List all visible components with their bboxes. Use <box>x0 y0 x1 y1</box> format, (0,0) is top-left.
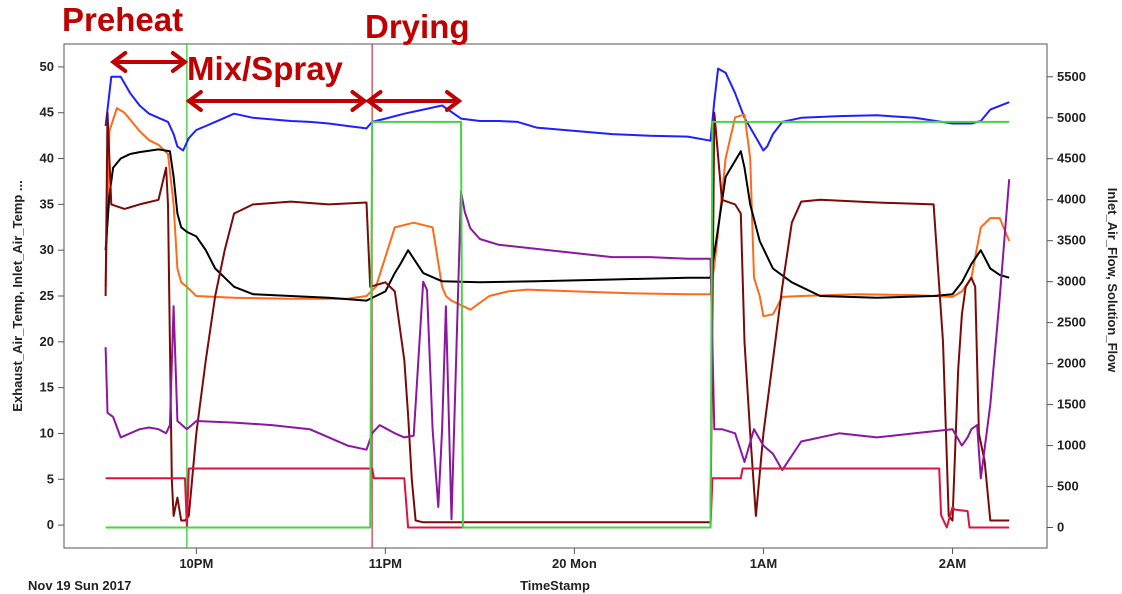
series-line-7 <box>105 120 1010 529</box>
y-left-tick-label: 25 <box>40 288 54 303</box>
series-group <box>104 67 1011 529</box>
phase-label: Preheat <box>62 1 183 38</box>
x-tick-label: 11PM <box>369 556 402 571</box>
x-tick-label: 10PM <box>179 556 213 571</box>
phase-arrow-head-left <box>185 90 203 112</box>
series-line-3 <box>104 148 1010 302</box>
y-right-tick-label: 4500 <box>1057 151 1086 166</box>
y-left-tick-label: 15 <box>40 380 54 395</box>
phase-arrow-head-right <box>170 51 189 73</box>
y-left-tick-label: 35 <box>40 196 54 211</box>
y-right-tick-label: 1500 <box>1057 397 1086 412</box>
y-left-tick-label: 40 <box>40 151 54 166</box>
x-axis-title: TimeStamp <box>520 578 590 593</box>
y-left-axis-title: Exhaust_Air_Temp, Inlet_Air_Temp ... <box>10 180 25 411</box>
x-tick-label: 2AM <box>939 556 966 571</box>
y-left-tick-label: 50 <box>40 59 54 74</box>
y-left-tick-label: 45 <box>40 105 54 120</box>
x-ticks: 10PM 11PM 20 Mon 1AM 2AM <box>179 548 966 571</box>
series-line-1 <box>104 67 1010 152</box>
y-right-tick-label: 500 <box>1057 479 1079 494</box>
phase-label: Drying <box>365 8 470 45</box>
y-left-tick-label: 10 <box>40 425 54 440</box>
y-right-tick-label: 2500 <box>1057 315 1086 330</box>
x-tick-label: 1AM <box>750 556 777 571</box>
x-tick-label: 20 Mon <box>552 556 597 571</box>
phase-label: Mix/Spray <box>187 50 344 87</box>
y-left-ticks: 0 5 10 15 20 25 30 35 40 45 50 <box>40 59 64 532</box>
y-right-tick-label: 5500 <box>1057 69 1086 84</box>
y-left-tick-label: 5 <box>47 471 54 486</box>
y-left-tick-label: 30 <box>40 242 54 257</box>
phase-arrow-head-right <box>444 90 463 112</box>
y-right-tick-label: 3000 <box>1057 274 1086 289</box>
y-right-tick-label: 5000 <box>1057 110 1086 125</box>
date-label: Nov 19 Sun 2017 <box>28 578 131 593</box>
y-right-tick-label: 1000 <box>1057 438 1086 453</box>
phase-arrow-head-left <box>365 90 383 112</box>
phase-arrow-head-left <box>109 51 128 73</box>
plot-frame <box>63 43 1048 549</box>
phase-arrow-head-right <box>350 90 368 112</box>
y-right-tick-label: 0 <box>1057 520 1064 535</box>
y-left-tick-label: 0 <box>47 517 54 532</box>
y-right-tick-label: 3500 <box>1057 233 1086 248</box>
y-right-ticks: 0 500 1000 1500 2000 2500 3000 3500 4000 4500 5000… <box>1047 69 1086 535</box>
y-right-axis-title: Inlet_Air_Flow, Solution_Flow <box>1105 188 1120 373</box>
series-line-2 <box>104 107 1011 318</box>
series-line-4 <box>104 111 1010 524</box>
y-left-tick-label: 20 <box>40 334 54 349</box>
series-line-6 <box>105 467 1010 529</box>
y-right-tick-label: 2000 <box>1057 356 1086 371</box>
y-right-tick-label: 4000 <box>1057 192 1086 207</box>
